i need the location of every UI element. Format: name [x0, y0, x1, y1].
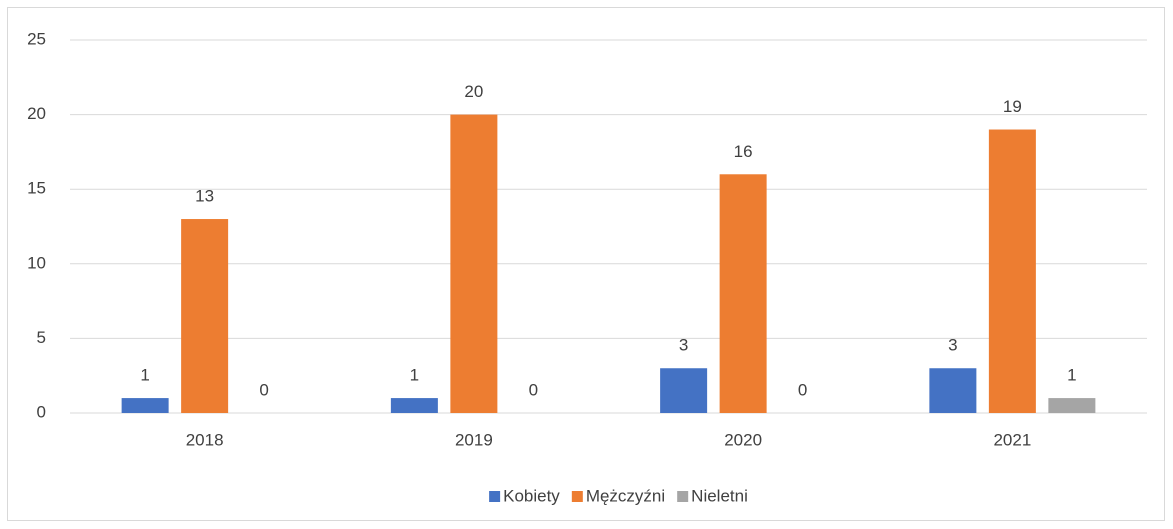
x-tick-label: 2019 [455, 430, 493, 449]
legend-swatch [677, 491, 689, 502]
data-label: 19 [1003, 97, 1022, 116]
bar [450, 114, 498, 413]
bar [660, 368, 708, 413]
data-label: 0 [259, 380, 268, 399]
y-tick-label: 0 [37, 402, 46, 421]
x-tick-label: 2021 [993, 430, 1031, 449]
legend-label: Kobiety [503, 486, 560, 505]
data-label: 1 [140, 366, 149, 385]
data-label: 13 [195, 187, 214, 206]
data-label: 0 [798, 380, 807, 399]
legend-item: Nieletni [677, 486, 748, 505]
data-label: 0 [529, 380, 538, 399]
legend-swatch [489, 491, 501, 502]
y-tick-label: 15 [27, 179, 46, 198]
bar [988, 129, 1036, 413]
data-label: 16 [734, 142, 753, 161]
legend-item: Kobiety [489, 486, 560, 505]
bar [181, 219, 229, 413]
legend-label: Nieletni [691, 486, 748, 505]
y-tick-label: 10 [27, 253, 46, 272]
data-label: 3 [948, 336, 957, 355]
y-tick-label: 25 [27, 29, 46, 48]
bar [719, 174, 767, 413]
bar [1048, 398, 1096, 413]
x-tick-label: 2018 [186, 430, 224, 449]
bar [121, 398, 169, 413]
data-label: 3 [679, 336, 688, 355]
bar [390, 398, 438, 413]
legend-label: Mężczyźni [586, 486, 665, 505]
legend-swatch [571, 491, 583, 502]
y-tick-label: 5 [37, 328, 46, 347]
legend-item: Mężczyźni [571, 486, 665, 505]
bar [929, 368, 977, 413]
x-tick-label: 2020 [724, 430, 762, 449]
data-label: 1 [410, 366, 419, 385]
data-label: 1 [1067, 366, 1076, 385]
y-tick-label: 20 [27, 104, 46, 123]
data-label: 20 [464, 82, 483, 101]
